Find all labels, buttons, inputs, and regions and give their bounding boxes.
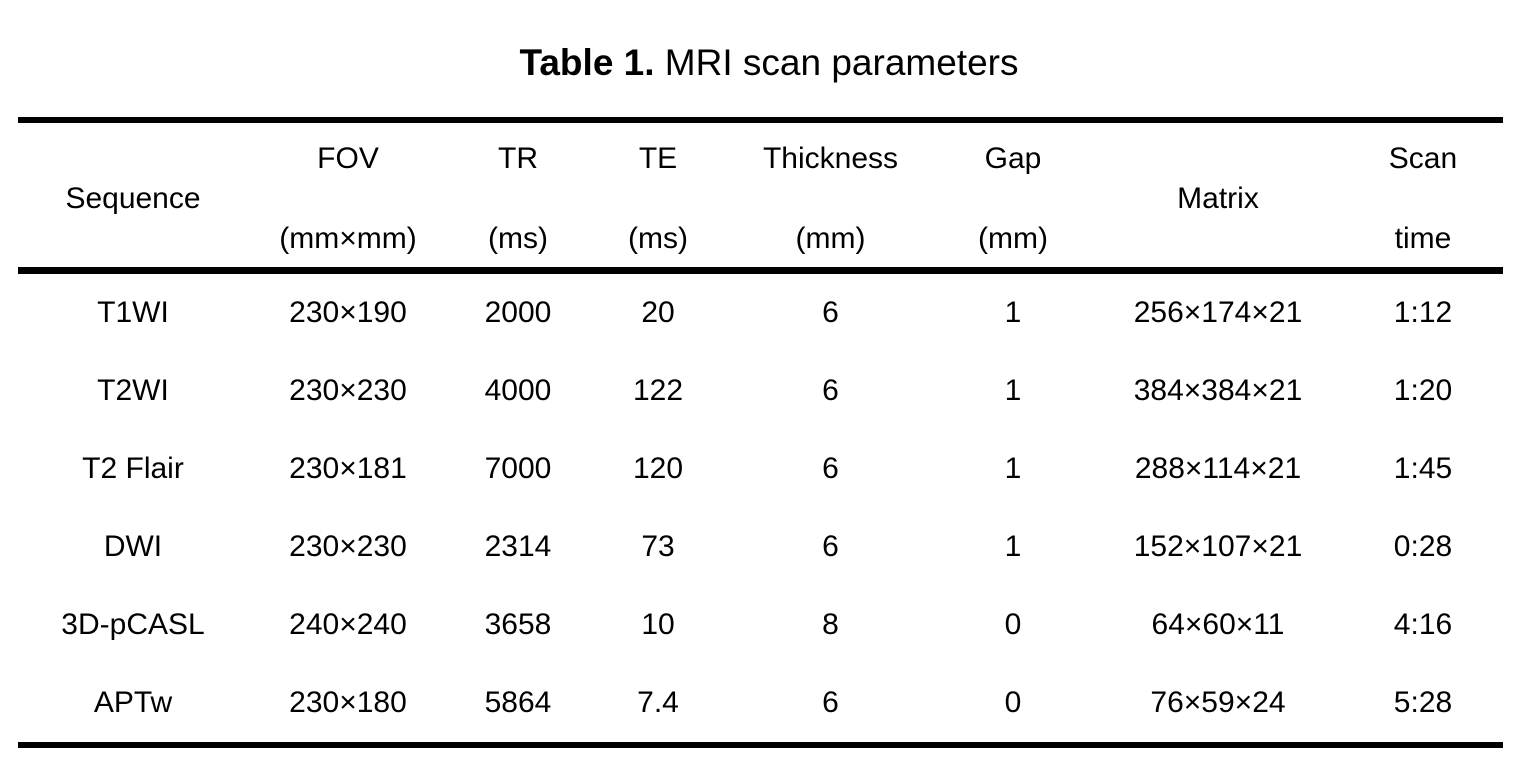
cell-matrix: 64×60×11 bbox=[1151, 608, 1285, 641]
cell-gap: 1 bbox=[1004, 452, 1022, 485]
cell-thickness: 6 bbox=[822, 452, 839, 485]
cell-tr: 2314 bbox=[484, 530, 552, 563]
cell-matrix: 152×107×21 bbox=[1133, 530, 1303, 563]
cell-tr: 3658 bbox=[484, 608, 552, 641]
cell-sequence: DWI bbox=[103, 530, 163, 563]
column-header-label: Matrix bbox=[1177, 182, 1259, 215]
cell-tr: 2000 bbox=[484, 296, 552, 329]
column-header-unit: time bbox=[1394, 222, 1452, 255]
table-caption: Table 1. MRI scan parameters bbox=[0, 0, 1538, 117]
column-header-label: TE bbox=[638, 142, 678, 175]
column-header-te: TE (ms) bbox=[588, 120, 728, 271]
column-header-gap: Gap (mm) bbox=[933, 120, 1093, 271]
cell-te: 7.4 bbox=[637, 686, 679, 719]
cell-thickness: 6 bbox=[822, 374, 839, 407]
cell-scan-time: 4:16 bbox=[1393, 608, 1453, 641]
column-header-matrix: Matrix bbox=[1093, 120, 1343, 271]
cell-gap: 1 bbox=[1004, 374, 1022, 407]
table-row: 3D-pCASL 240×240 3658 10 8 0 64×60×11 4:… bbox=[18, 586, 1503, 664]
column-header-fov: FOV (mm×mm) bbox=[248, 120, 448, 271]
table-body: T1WI 230×190 2000 20 6 1 256×174×21 1:12… bbox=[18, 271, 1503, 746]
column-header-thickness: Thickness (mm) bbox=[728, 120, 933, 271]
cell-sequence: T2WI bbox=[97, 374, 169, 407]
table-row: T1WI 230×190 2000 20 6 1 256×174×21 1:12 bbox=[18, 271, 1503, 353]
cell-matrix: 384×384×21 bbox=[1133, 374, 1303, 407]
cell-sequence: 3D-pCASL bbox=[61, 608, 205, 641]
cell-thickness: 8 bbox=[822, 608, 839, 641]
column-header-label: TR bbox=[498, 142, 538, 175]
cell-te: 120 bbox=[632, 452, 684, 485]
column-header-unit: (mm) bbox=[795, 222, 866, 255]
table-row: DWI 230×230 2314 73 6 1 152×107×21 0:28 bbox=[18, 508, 1503, 586]
cell-tr: 5864 bbox=[484, 686, 552, 719]
cell-gap: 0 bbox=[1004, 608, 1022, 641]
cell-fov: 230×181 bbox=[289, 452, 407, 485]
column-header-label: Gap bbox=[984, 142, 1042, 175]
table-header: Sequence FOV (mm×mm) TR (ms) TE bbox=[18, 120, 1503, 271]
cell-tr: 7000 bbox=[484, 452, 552, 485]
mri-parameters-table: Sequence FOV (mm×mm) TR (ms) TE bbox=[18, 117, 1503, 748]
cell-sequence: T2 Flair bbox=[82, 452, 184, 485]
cell-scan-time: 1:45 bbox=[1393, 452, 1453, 485]
table-caption-label: Table 1. bbox=[519, 42, 655, 83]
cell-thickness: 6 bbox=[822, 530, 839, 563]
column-header-sequence: Sequence bbox=[18, 120, 248, 271]
cell-gap: 1 bbox=[1004, 296, 1022, 329]
cell-te: 122 bbox=[632, 374, 684, 407]
cell-thickness: 6 bbox=[822, 686, 839, 719]
cell-scan-time: 0:28 bbox=[1393, 530, 1453, 563]
column-header-label: Scan bbox=[1388, 142, 1458, 175]
column-header-unit: (ms) bbox=[488, 222, 548, 255]
cell-scan-time: 5:28 bbox=[1393, 686, 1453, 719]
cell-thickness: 6 bbox=[822, 296, 839, 329]
table-row: T2WI 230×230 4000 122 6 1 384×384×21 1:2… bbox=[18, 352, 1503, 430]
table-caption-text: MRI scan parameters bbox=[654, 42, 1019, 83]
column-header-unit: (mm×mm) bbox=[279, 222, 417, 255]
column-header-scan-time: Scan time bbox=[1343, 120, 1503, 271]
cell-fov: 230×180 bbox=[289, 686, 407, 719]
cell-gap: 1 bbox=[1004, 530, 1022, 563]
column-header-label: FOV bbox=[317, 142, 379, 175]
cell-scan-time: 1:12 bbox=[1393, 296, 1453, 329]
cell-sequence: T1WI bbox=[97, 296, 169, 329]
cell-sequence: APTw bbox=[93, 686, 173, 719]
cell-fov: 230×230 bbox=[289, 374, 407, 407]
column-header-label: Thickness bbox=[762, 142, 899, 175]
cell-fov: 230×230 bbox=[289, 530, 407, 563]
header-row: Sequence FOV (mm×mm) TR (ms) TE bbox=[18, 120, 1503, 271]
table-row: T2 Flair 230×181 7000 120 6 1 288×114×21… bbox=[18, 430, 1503, 508]
column-header-unit: (mm) bbox=[978, 222, 1048, 255]
cell-tr: 4000 bbox=[484, 374, 552, 407]
column-header-unit: (ms) bbox=[628, 222, 688, 255]
cell-fov: 240×240 bbox=[289, 608, 407, 641]
table-row: APTw 230×180 5864 7.4 6 0 76×59×24 5:28 bbox=[18, 664, 1503, 745]
column-header-tr: TR (ms) bbox=[448, 120, 588, 271]
cell-matrix: 288×114×21 bbox=[1134, 452, 1302, 485]
cell-matrix: 256×174×21 bbox=[1133, 296, 1303, 329]
cell-te: 10 bbox=[641, 608, 675, 641]
cell-scan-time: 1:20 bbox=[1393, 374, 1453, 407]
column-header-label: Sequence bbox=[65, 182, 201, 215]
cell-fov: 230×190 bbox=[289, 296, 407, 329]
cell-matrix: 76×59×24 bbox=[1150, 686, 1286, 719]
cell-te: 20 bbox=[641, 296, 675, 329]
cell-te: 73 bbox=[641, 530, 675, 563]
cell-gap: 0 bbox=[1004, 686, 1022, 719]
